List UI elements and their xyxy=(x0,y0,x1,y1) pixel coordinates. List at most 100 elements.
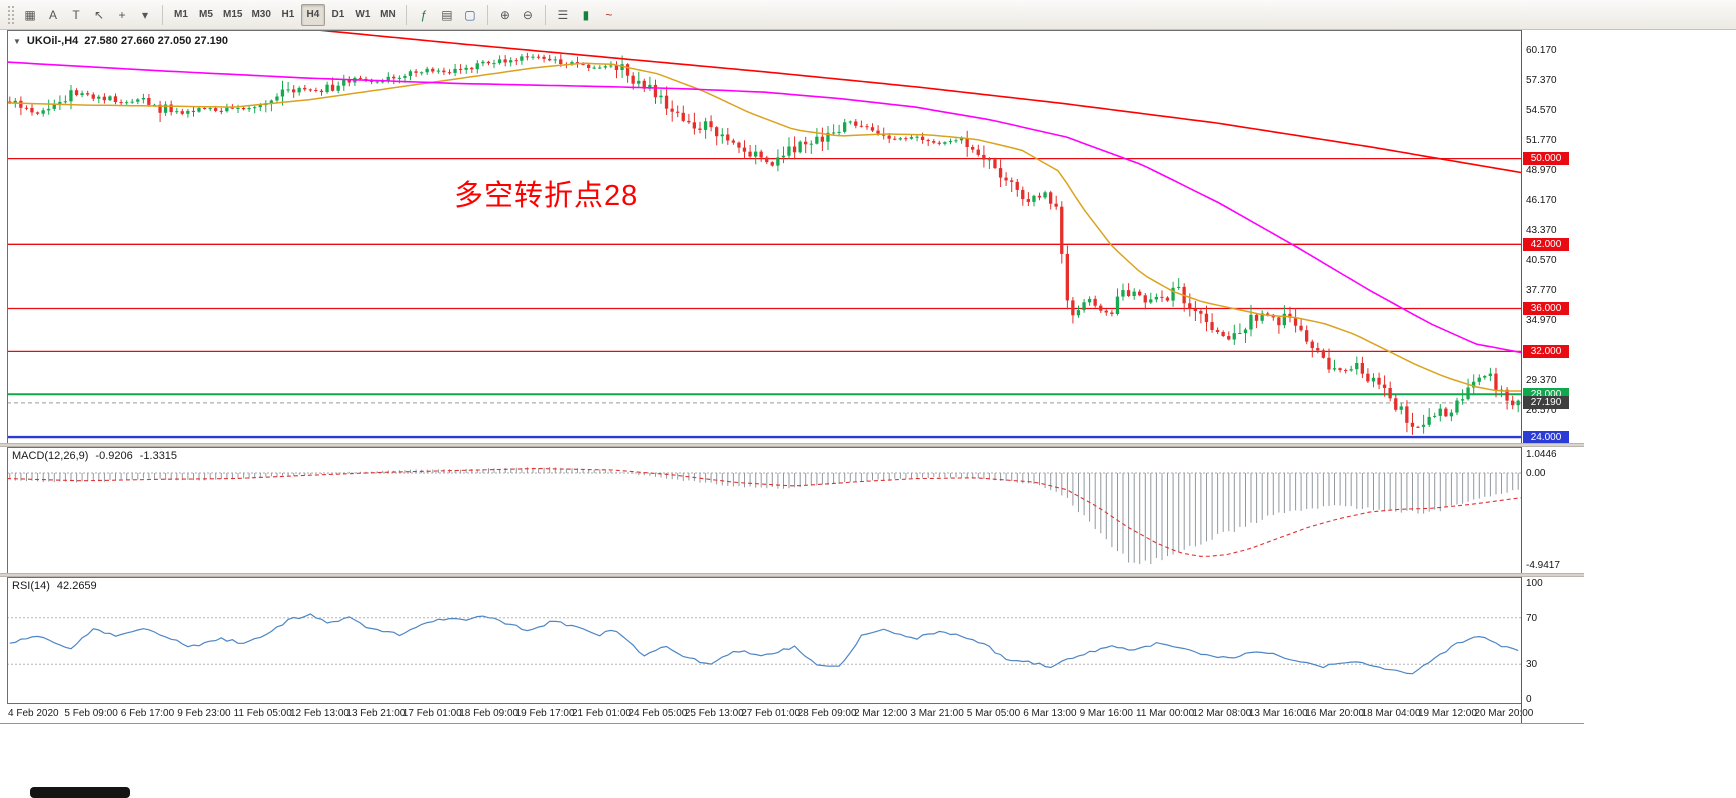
price-axis-tick: 40.570 xyxy=(1526,254,1557,266)
level-price-tag: 32.000 xyxy=(1523,344,1569,358)
rsi-indicator-canvas[interactable] xyxy=(7,577,1521,703)
line-chart-icon[interactable]: ~ xyxy=(605,7,613,22)
toolbar-separator xyxy=(162,4,163,25)
symbol-dropdown-icon[interactable]: ▼ xyxy=(13,36,21,46)
time-axis-label: 6 Feb 17:00 xyxy=(120,708,175,719)
time-axis-label: 27 Feb 01:00 xyxy=(741,708,801,719)
time-axis-label: 11 Feb 05:00 xyxy=(233,708,292,719)
macd-name: MACD(12,26,9) xyxy=(12,450,89,462)
toolbar: ▦ A T ↖ + ▾ M1 M5 M15 M30 H1 H4 D1 W1 MN ƒ ▤ ▢ ⊕ ⊖ ☰ ▮ ~ xyxy=(0,0,1736,30)
price-axis-tick: 46.170 xyxy=(1526,194,1557,206)
view-tools-group: ƒ ▤ ▢ xyxy=(413,4,481,26)
timeframe-h1[interactable]: H1 xyxy=(281,9,295,20)
macd-axis-tick: 0.00 xyxy=(1526,468,1546,479)
time-axis-label: 19 Feb 17:00 xyxy=(515,708,575,719)
axis-separator-line xyxy=(1521,30,1522,723)
window-bottom-border xyxy=(0,723,1584,724)
rsi-axis-tick: 100 xyxy=(1526,578,1543,589)
macd-label: MACD(12,26,9) -0.9206 -1.3315 xyxy=(12,450,177,462)
price-axis-tick: 43.370 xyxy=(1526,224,1557,236)
timeframes-group: M1 M5 M15 M30 H1 H4 D1 W1 MN xyxy=(169,3,400,26)
time-axis-label: 6 Mar 13:00 xyxy=(1023,708,1077,719)
level-price-tag: 42.000 xyxy=(1523,237,1569,251)
current-price-tag: 27.190 xyxy=(1523,396,1569,410)
timeframe-h4[interactable]: H4 xyxy=(300,3,325,26)
price-axis-tick: 60.170 xyxy=(1526,44,1557,56)
timeframe-d1[interactable]: D1 xyxy=(331,9,345,20)
time-axis-label: 12 Feb 13:00 xyxy=(290,708,349,719)
objects-dropdown-icon[interactable]: ▾ xyxy=(141,7,149,22)
toolbar-separator xyxy=(405,4,407,25)
zoom-out-icon[interactable]: ⊖ xyxy=(522,7,533,22)
timeframe-m15[interactable]: M15 xyxy=(223,9,243,20)
time-axis-label: 28 Feb 09:00 xyxy=(797,708,857,719)
timeframe-m1[interactable]: M1 xyxy=(174,9,188,20)
chart-type-tools-group: ☰ ▮ ~ xyxy=(552,4,620,26)
rsi-axis-tick: 70 xyxy=(1526,612,1538,624)
price-chart-canvas[interactable] xyxy=(7,30,1521,443)
symbol-label[interactable]: ▼ UKOil-,H4 27.580 27.660 27.050 27.190 xyxy=(13,35,228,47)
price-axis-tick: 54.570 xyxy=(1526,104,1557,116)
symbol-name: UKOil-,H4 xyxy=(26,35,79,47)
rsi-name: RSI(14) xyxy=(12,580,50,592)
price-axis-tick: 29.370 xyxy=(1526,374,1557,386)
timeframe-mn[interactable]: MN xyxy=(380,9,396,20)
macd-axis-tick: -4.9417 xyxy=(1526,559,1560,571)
time-axis-label: 20 Mar 20:00 xyxy=(1474,708,1534,719)
time-axis-label: 24 Feb 05:00 xyxy=(628,708,688,719)
toolbar-grip[interactable] xyxy=(7,4,14,25)
time-axis-label: 25 Feb 13:00 xyxy=(684,708,744,719)
macd-value-main: -0.9206 xyxy=(95,450,133,462)
text-a-icon[interactable]: A xyxy=(48,7,57,22)
price-axis-tick: 34.970 xyxy=(1526,314,1557,326)
level-price-tag: 24.000 xyxy=(1523,430,1569,444)
templates-icon[interactable]: ▤ xyxy=(441,7,453,22)
timeframe-m30[interactable]: M30 xyxy=(251,9,271,20)
grid-icon[interactable]: ▦ xyxy=(24,7,36,22)
rsi-value: 42.2659 xyxy=(56,580,97,592)
time-axis-label: 12 Mar 08:00 xyxy=(1192,708,1252,719)
time-axis-label: 4 Feb 2020 xyxy=(8,708,59,719)
rsi-label: RSI(14) 42.2659 xyxy=(12,580,97,592)
time-axis-label: 19 Mar 12:00 xyxy=(1418,708,1477,719)
bottom-edge-fragment xyxy=(30,787,130,798)
time-axis-label: 11 Mar 00:00 xyxy=(1136,708,1195,719)
time-axis-label: 13 Mar 16:00 xyxy=(1248,708,1308,719)
time-axis-label: 16 Mar 20:00 xyxy=(1305,708,1365,719)
panel-splitter[interactable] xyxy=(0,573,1584,577)
time-axis-label: 5 Mar 05:00 xyxy=(966,708,1021,719)
macd-value-signal: -1.3315 xyxy=(139,450,178,462)
macd-axis-tick: 1.0446 xyxy=(1526,448,1557,460)
crosshair-icon[interactable]: + xyxy=(118,7,126,22)
level-price-tag: 50.000 xyxy=(1523,152,1569,166)
time-axis-label: 9 Mar 16:00 xyxy=(1079,708,1133,719)
price-axis-tick: 48.970 xyxy=(1526,164,1557,176)
time-axis-label: 18 Mar 04:00 xyxy=(1361,708,1421,719)
text-t-icon[interactable]: T xyxy=(72,7,80,22)
time-axis-label: 13 Feb 21:00 xyxy=(346,708,406,719)
panel-splitter[interactable] xyxy=(0,443,1584,447)
time-axis-label: 5 Feb 09:00 xyxy=(64,708,118,719)
time-axis-label: 2 Mar 12:00 xyxy=(854,708,908,719)
cursor-icon[interactable]: ↖ xyxy=(93,7,105,22)
candlestick-chart-icon[interactable]: ▮ xyxy=(582,7,590,22)
level-price-tag: 36.000 xyxy=(1523,302,1569,315)
zoom-in-icon[interactable]: ⊕ xyxy=(499,7,510,22)
bar-chart-icon[interactable]: ☰ xyxy=(557,7,569,22)
time-axis-label: 17 Feb 01:00 xyxy=(402,708,462,719)
toolbar-separator xyxy=(544,4,546,25)
symbol-ohlc-values: 27.580 27.660 27.050 27.190 xyxy=(84,35,229,47)
time-axis-label: 18 Feb 09:00 xyxy=(459,708,519,719)
macd-indicator-canvas[interactable] xyxy=(7,447,1521,573)
drawing-tools-group: ▦ A T ↖ + ▾ xyxy=(19,4,156,26)
timeframe-w1[interactable]: W1 xyxy=(355,9,371,20)
tile-windows-icon[interactable]: ▢ xyxy=(464,7,476,22)
time-axis-label: 9 Feb 23:00 xyxy=(177,708,231,719)
rsi-axis-tick: 30 xyxy=(1526,659,1538,671)
time-axis-label: 21 Feb 01:00 xyxy=(572,708,631,719)
rsi-axis-tick: 0 xyxy=(1526,694,1532,705)
chart-annotation-text[interactable]: 多空转折点28 xyxy=(454,180,639,212)
timeframe-m5[interactable]: M5 xyxy=(199,9,213,20)
indicators-icon[interactable]: ƒ xyxy=(420,7,428,22)
time-axis-label: 3 Mar 21:00 xyxy=(910,708,964,719)
